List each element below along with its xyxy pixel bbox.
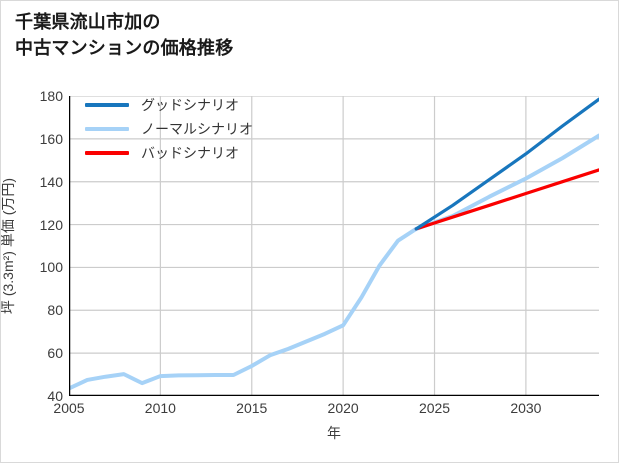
series-line	[414, 97, 599, 231]
x-tick-label: 2020	[327, 400, 359, 416]
series-lines	[69, 97, 599, 391]
x-tick-label: 2010	[144, 400, 176, 416]
gridlines	[69, 96, 599, 396]
x-tick-label: 2030	[510, 400, 542, 416]
legend-color-swatch	[85, 103, 129, 107]
chart-canvas	[69, 96, 599, 396]
y-tick-label: 120	[39, 216, 63, 233]
legend-item[interactable]: グッドシナリオ	[85, 93, 315, 117]
legend-item-label: バッドシナリオ	[141, 145, 239, 161]
y-tick-label: 60	[47, 345, 63, 362]
y-tick-label: 160	[39, 130, 63, 147]
legend-item-label: グッドシナリオ	[141, 97, 239, 113]
series-line	[414, 168, 599, 231]
x-axis-tick-labels: 2005 2010 2015 2020 2025 2030	[53, 400, 599, 420]
x-axis-label: 年	[327, 425, 341, 441]
legend-item[interactable]: ノーマルシナリオ	[85, 117, 315, 141]
chart-legend: グッドシナリオ ノーマルシナリオ バッドシナリオ	[85, 93, 315, 165]
series-line	[69, 133, 599, 391]
y-tick-label: 80	[47, 302, 63, 319]
x-tick-label: 2015	[236, 400, 268, 416]
x-tick-label: 2005	[53, 400, 85, 416]
legend-color-swatch	[85, 151, 129, 155]
y-tick-label: 100	[39, 259, 63, 276]
legend-item-label: ノーマルシナリオ	[141, 121, 253, 137]
plot-area	[69, 96, 599, 396]
y-tick-label: 180	[39, 88, 63, 104]
y-axis-tick-labels: 40 60 80 100 120 140 160 180	[1, 88, 63, 404]
y-tick-label: 140	[39, 173, 63, 190]
y-tick-label: 40	[47, 388, 63, 404]
legend-color-swatch	[85, 127, 129, 131]
legend-item[interactable]: バッドシナリオ	[85, 141, 315, 165]
chart-title: 千葉県流山市加の 中古マンションの価格推移	[15, 12, 234, 59]
x-tick-label: 2025	[418, 400, 451, 416]
